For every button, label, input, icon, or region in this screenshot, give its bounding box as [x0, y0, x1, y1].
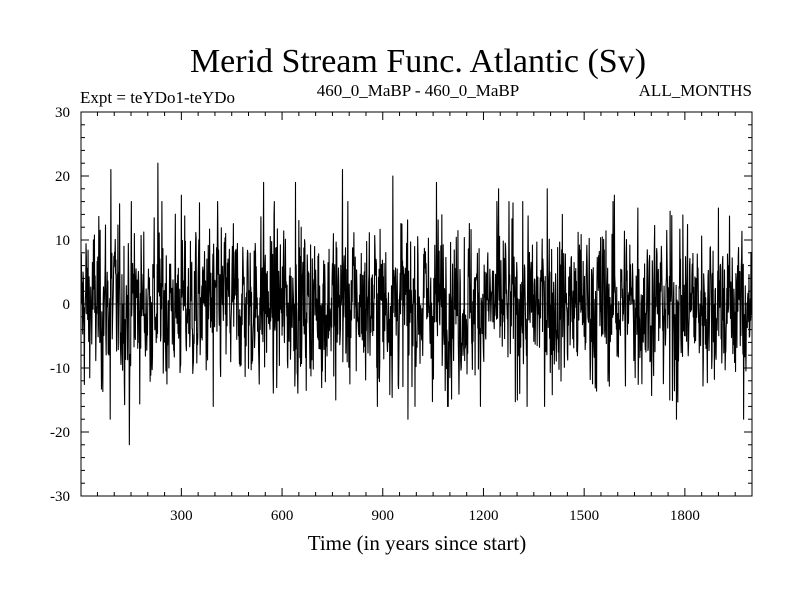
x-tick-label: 600 — [271, 508, 294, 524]
subtitle-experiment: Expt = teYDo1-teYDo — [80, 88, 235, 107]
y-tick-label: 10 — [55, 233, 70, 249]
y-tick-label: -20 — [50, 425, 70, 441]
chart-title: Merid Stream Func. Atlantic (Sv) — [190, 43, 646, 80]
x-tick-label: 1800 — [670, 508, 700, 524]
subtitle-period: 460_0_MaBP - 460_0_MaBP — [317, 81, 519, 100]
series-line — [80, 162, 753, 446]
y-tick-label: 20 — [55, 169, 70, 185]
x-tick-label: 300 — [170, 508, 193, 524]
x-tick-label: 1200 — [468, 508, 498, 524]
y-tick-label: 30 — [55, 105, 70, 121]
y-tick-label: 0 — [63, 297, 71, 313]
x-tick-label: 900 — [372, 508, 395, 524]
y-tick-label: -30 — [50, 489, 70, 505]
x-tick-label: 1500 — [569, 508, 599, 524]
plot-area: 30 20 10 0 -10 -20 -30 300 600 900 1200 1500 1800 — [50, 105, 753, 524]
x-axis-label: Time (in years since start) — [308, 531, 527, 555]
subtitle-months: ALL_MONTHS — [639, 81, 752, 100]
y-tick-label: -10 — [50, 361, 70, 377]
